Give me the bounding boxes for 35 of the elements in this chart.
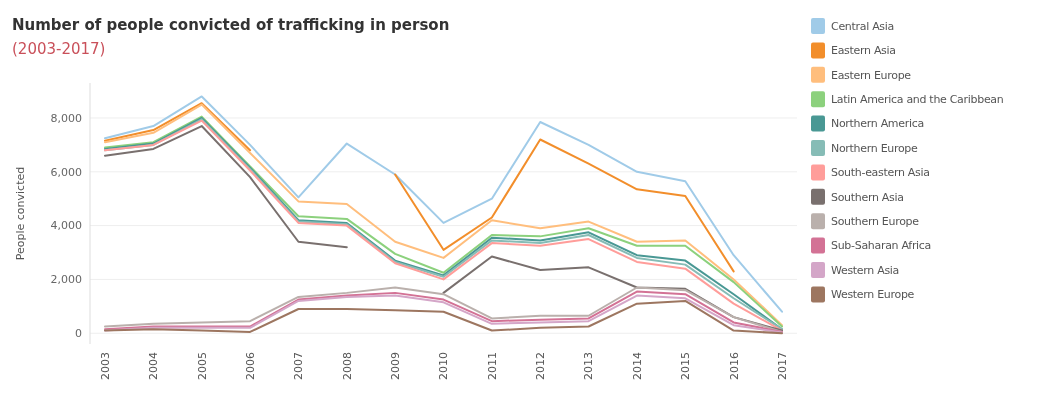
x-tick-label: 2006	[243, 352, 257, 380]
x-tick-label: 2004	[147, 352, 161, 380]
x-tick-label: 2003	[98, 352, 112, 380]
legend-label: Eastern Europe	[831, 68, 912, 82]
legend-label: Northern Europe	[831, 141, 919, 155]
x-tick-label: 2015	[679, 352, 693, 380]
legend-label: Western Europe	[831, 288, 915, 302]
y-axis-title: People convicted	[14, 166, 27, 261]
x-tick-label: 2011	[485, 352, 499, 380]
legend-label: Southern Asia	[831, 190, 904, 204]
x-tick-label: 2008	[340, 352, 354, 380]
x-tick-label: 2012	[534, 352, 548, 380]
legend-label: Central Asia	[831, 19, 895, 33]
y-tick-label: 2,000	[50, 273, 82, 287]
x-tick-label: 2017	[775, 352, 789, 380]
x-tick-label: 2013	[582, 352, 596, 380]
y-tick-label: 4,000	[50, 219, 82, 233]
y-tick-label: 8,000	[50, 111, 82, 125]
y-tick-label: 0	[75, 327, 82, 341]
legend-label: Southern Europe	[831, 215, 920, 229]
legend-label: Northern America	[831, 117, 924, 131]
legend-label: Latin America and the Caribbean	[831, 93, 1004, 107]
x-tick-label: 2005	[195, 352, 209, 380]
legend-label: Sub-Saharan Africa	[831, 239, 932, 253]
x-tick-label: 2009	[388, 352, 402, 380]
legend-label: Western Asia	[831, 263, 900, 277]
x-tick-label: 2007	[292, 352, 306, 380]
legend-label: Eastern Asia	[831, 44, 896, 58]
y-tick-label: 6,000	[50, 165, 82, 179]
x-tick-label: 2016	[727, 352, 741, 380]
x-tick-label: 2010	[437, 352, 451, 380]
chart-subtitle: (2003-2017)	[12, 40, 106, 58]
legend-label: South-eastern Asia	[831, 166, 930, 180]
chart-title: Number of people convicted of trafficking in person	[12, 16, 450, 34]
x-tick-label: 2014	[630, 352, 644, 380]
